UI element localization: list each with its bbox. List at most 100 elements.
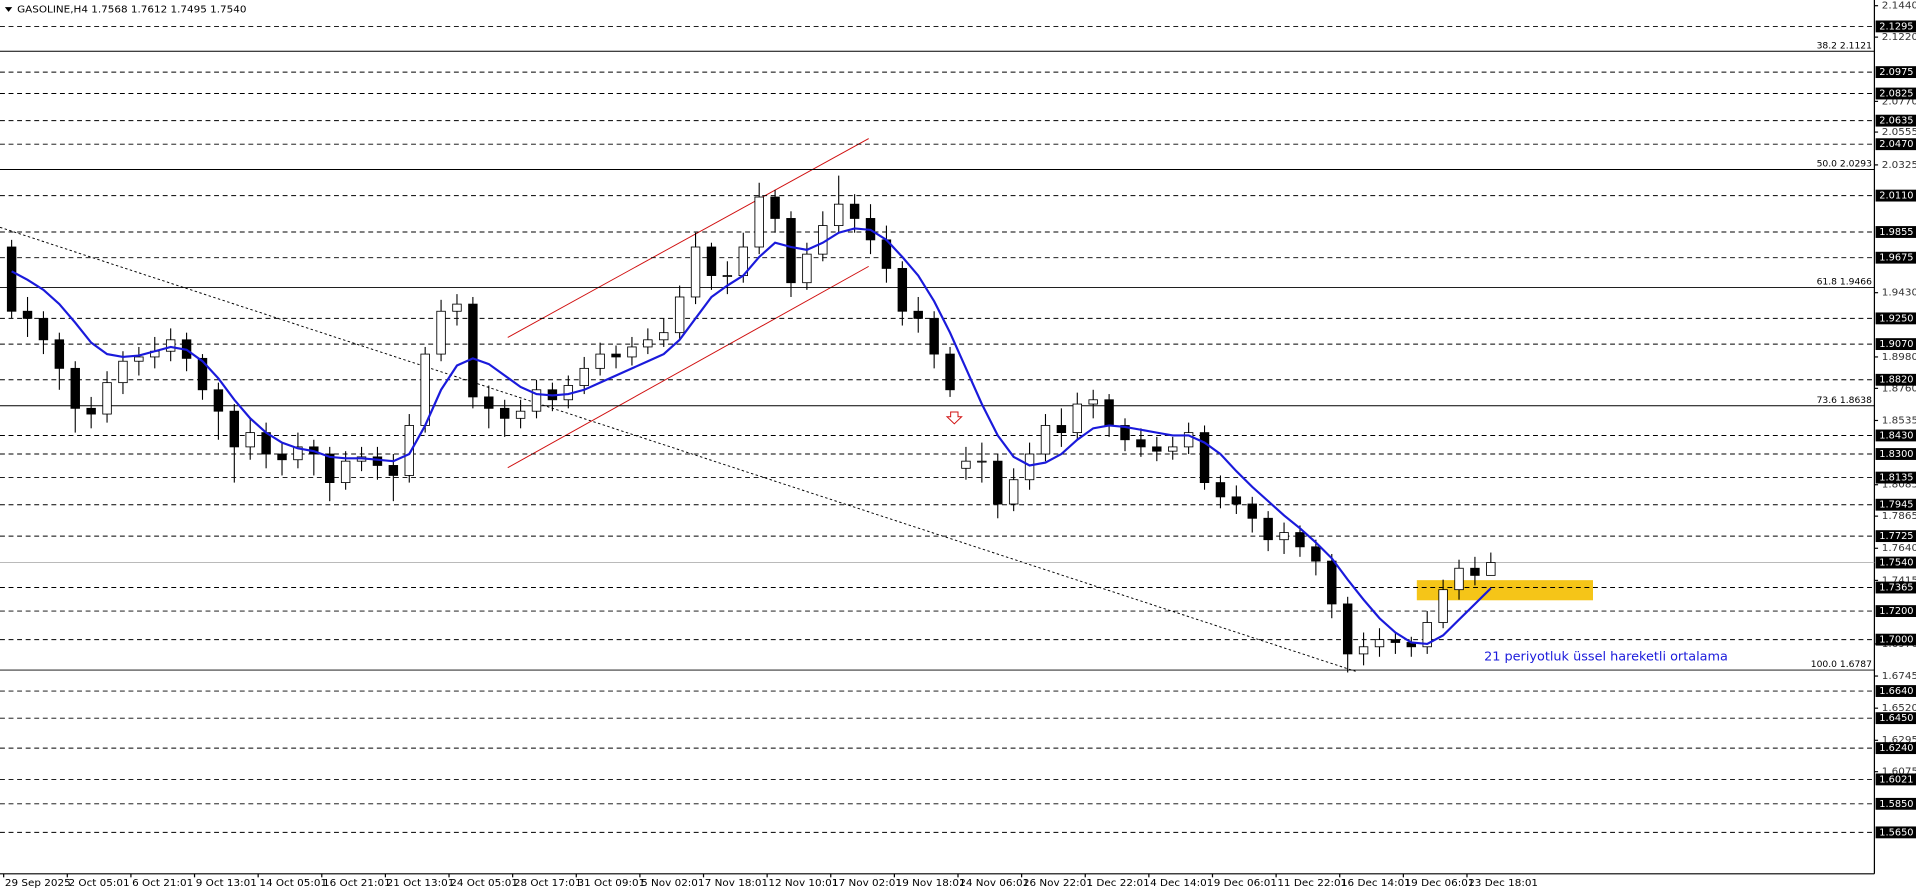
level-label: 1.7725 (1879, 531, 1913, 542)
candle-body (1247, 503, 1257, 519)
level-box (1875, 742, 1916, 755)
level-box (1875, 66, 1916, 79)
candle-body (1136, 439, 1146, 448)
candle-body (1199, 432, 1210, 483)
candle-body (674, 296, 685, 334)
candle-body (1438, 589, 1448, 623)
candle-body (261, 432, 271, 455)
x-tick-label: 26 Nov 22:01 (1023, 878, 1093, 888)
level-label: 1.6021 (1879, 774, 1913, 785)
x-tick-label: 29 Sep 2025 (5, 878, 71, 888)
level-label: 1.7200 (1879, 606, 1913, 617)
candle-body (1104, 399, 1114, 426)
down-arrow (945, 411, 963, 425)
level-box (1875, 712, 1916, 725)
x-tick-label: 6 Oct 21:01 (132, 878, 193, 888)
fib-label: 38.2 2.1121 (1817, 42, 1872, 52)
level-label: 2.0635 (1879, 116, 1913, 127)
x-tick-label: 11 Dec 22:01 (1277, 878, 1347, 888)
x-tick-label: 31 Oct 09:01 (577, 878, 645, 888)
candle-body (961, 460, 971, 469)
candle-body (245, 432, 255, 448)
candle-body (420, 353, 430, 426)
candle-body (833, 203, 844, 227)
candle-body (38, 317, 49, 341)
candle-body (1072, 403, 1083, 434)
candle-body (452, 303, 462, 312)
candle-body (388, 465, 399, 476)
menu-triangle (4, 7, 13, 12)
candle-body (945, 353, 955, 391)
last-price-box (1875, 556, 1916, 569)
candle-body (54, 339, 65, 369)
candle-body (404, 425, 414, 476)
x-tick-label: 16 Dec 14:01 (1341, 878, 1411, 888)
x-tick-label: 9 Oct 13:01 (196, 878, 257, 888)
candle-body (1215, 482, 1226, 498)
level-box (1875, 826, 1916, 839)
candle-body (1454, 567, 1464, 591)
level-box (1875, 581, 1916, 594)
level-box (1875, 114, 1916, 127)
candle-body (929, 317, 939, 355)
level-box (1875, 471, 1916, 484)
chart-header: GASOLINE,H4 1.7568 1.7612 1.7495 1.7540 (17, 5, 246, 16)
candle-body (165, 339, 176, 352)
x-tick-label: 23 Dec 18:01 (1468, 878, 1538, 888)
level-label: 1.8430 (1879, 431, 1913, 442)
candle-body (643, 339, 653, 348)
x-tick-label: 24 Nov 06:01 (959, 878, 1029, 888)
candle-body (1263, 517, 1273, 541)
candle-body (1327, 560, 1337, 605)
x-tick-label: 7 Nov 18:01 (705, 878, 768, 888)
level-label: 1.8820 (1879, 375, 1913, 386)
candle-body (977, 460, 987, 463)
candle-body (706, 246, 717, 276)
y-tick-label: 2.0555 (1882, 127, 1916, 138)
level-box (1875, 373, 1916, 386)
y-tick-label: 2.0770 (1882, 96, 1916, 107)
candle-body (770, 196, 780, 219)
candle-body (802, 253, 812, 284)
fib-label: 61.8 1.9466 (1817, 278, 1873, 288)
candle-body (1279, 532, 1289, 541)
fib-label: 50.0 2.0293 (1817, 160, 1873, 170)
candle-body (611, 353, 621, 358)
y-tick-label: 1.7415 (1882, 575, 1916, 586)
level-box (1875, 87, 1916, 100)
candle-body (468, 303, 478, 398)
candle-body (1183, 432, 1194, 448)
candle-body (690, 246, 701, 298)
candle-body (293, 446, 303, 461)
x-tick-label: 24 Oct 05:01 (450, 878, 518, 888)
level-box (1875, 448, 1916, 460)
candle-body (118, 360, 128, 384)
level-label: 1.6640 (1879, 686, 1913, 697)
y-tick-label: 1.8535 (1882, 416, 1916, 427)
candle-body (1040, 425, 1051, 455)
candle-body (134, 356, 144, 362)
level-box (1875, 338, 1916, 351)
candle-body (754, 196, 764, 248)
candle-body (579, 367, 589, 386)
y-tick-label: 2.1440 (1882, 1, 1916, 12)
x-tick-label: 17 Nov 02:01 (832, 878, 902, 888)
level-label: 1.7945 (1879, 500, 1913, 511)
candle-body (1295, 532, 1305, 548)
candle-body (1311, 546, 1321, 562)
candle-body (277, 453, 287, 461)
candle-body (499, 407, 510, 419)
candle-body (436, 310, 446, 355)
x-tick-label: 19 Nov 18:01 (896, 878, 966, 888)
x-tick-label: 21 Oct 13:01 (387, 878, 455, 888)
ema-annotation: 21 periyotluk üssel hareketli ortalama (1484, 649, 1728, 664)
x-tick-label: 9 Dec 06:01 (1214, 878, 1277, 888)
fib-label: 100.0 1.6787 (1811, 660, 1872, 670)
level-label: 1.9675 (1879, 253, 1913, 264)
ema-line (11, 227, 1492, 646)
candle-body (913, 310, 923, 319)
candle-body (1390, 639, 1401, 643)
level-box (1875, 20, 1916, 33)
